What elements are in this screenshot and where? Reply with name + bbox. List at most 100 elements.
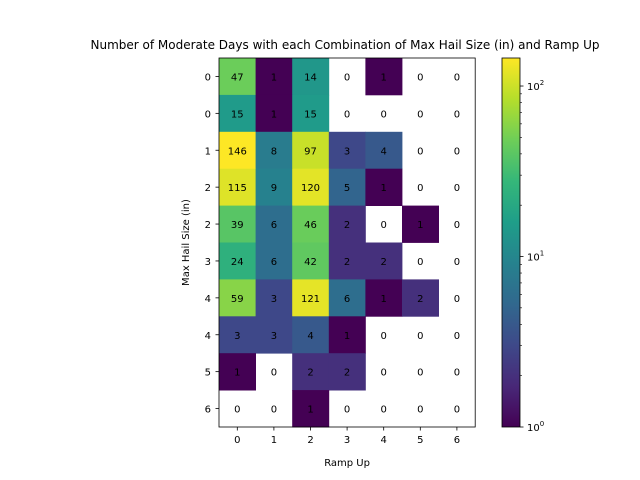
cell-value-label: 2 <box>344 368 350 379</box>
cell-value-label: 0 <box>271 405 277 416</box>
cell-value-label: 0 <box>417 72 423 83</box>
cell-value-label: 0 <box>454 405 460 416</box>
colorbar-gradient <box>501 57 521 428</box>
y-axis-label: Max Hail Size (in) <box>181 199 192 286</box>
x-axis-ticks: 0 1 2 3 4 5 6 <box>234 427 460 446</box>
heatmap-cell <box>255 131 293 170</box>
y-tick-label: 3 <box>205 257 211 268</box>
heatmap-cell <box>292 242 330 280</box>
cell-value-label: 0 <box>454 331 460 342</box>
cell-value-label: 0 <box>454 294 460 305</box>
cell-value-label: 1 <box>381 294 387 305</box>
heatmap-cell <box>255 242 293 280</box>
y-tick-label: 4 <box>205 331 211 342</box>
cell-value-label: 0 <box>417 183 423 194</box>
heatmap-cell <box>219 205 256 243</box>
colorbar: 100 101 102 <box>501 57 544 434</box>
heatmap-cell <box>292 353 330 391</box>
cell-value-label: 1 <box>344 331 350 342</box>
x-tick-label: 5 <box>417 435 423 446</box>
heatmap-cell <box>402 279 439 317</box>
heatmap-cell <box>219 131 256 170</box>
heatmap-cell <box>292 131 330 170</box>
heatmap-cells <box>219 58 439 428</box>
cell-value-label: 24 <box>231 257 244 268</box>
y-tick-label: 2 <box>205 183 211 194</box>
cell-value-label: 115 <box>228 183 247 194</box>
cell-value-label: 0 <box>344 109 350 120</box>
cell-value-label: 8 <box>271 146 277 157</box>
heatmap-cell <box>255 279 293 317</box>
heatmap-cell <box>219 58 256 96</box>
y-tick-label: 0 <box>205 109 211 120</box>
colorbar-tick-label: 102 <box>527 79 544 93</box>
cell-value-label: 2 <box>307 368 313 379</box>
cell-value-label: 42 <box>304 257 317 268</box>
cell-value-label: 1 <box>271 109 277 120</box>
cell-value-label: 0 <box>344 72 350 83</box>
cell-value-label: 3 <box>234 331 240 342</box>
cell-value-label: 4 <box>307 331 313 342</box>
cell-value-label: 0 <box>381 109 387 120</box>
cell-value-label: 2 <box>344 220 350 231</box>
heatmap-cell <box>219 316 256 354</box>
heatmap-cell <box>292 279 330 317</box>
heatmap-cell <box>255 58 293 96</box>
y-tick-label: 4 <box>205 294 211 305</box>
cell-value-label: 0 <box>417 368 423 379</box>
heatmap-cell <box>328 168 366 206</box>
cell-value-label: 14 <box>304 72 317 83</box>
colorbar-tick-label: 101 <box>527 250 544 264</box>
cell-value-label: 0 <box>454 109 460 120</box>
x-tick-label: 3 <box>344 435 350 446</box>
y-tick-label: 1 <box>205 146 211 157</box>
x-tick-label: 0 <box>234 435 240 446</box>
cell-value-label: 0 <box>344 405 350 416</box>
heatmap-cell <box>219 168 256 206</box>
cell-value-label: 0 <box>454 220 460 231</box>
cell-value-label: 4 <box>381 146 387 157</box>
colorbar-tick-label: 100 <box>527 420 544 434</box>
heatmap-cell <box>365 168 403 206</box>
cell-value-label: 97 <box>304 146 317 157</box>
y-tick-label: 2 <box>205 220 211 231</box>
heatmap-cell <box>219 242 256 280</box>
x-tick-label: 2 <box>307 435 313 446</box>
cell-value-label: 0 <box>381 331 387 342</box>
cell-value-label: 0 <box>454 72 460 83</box>
cell-value-label: 59 <box>231 294 244 305</box>
heatmap-cell <box>328 353 366 391</box>
cell-value-label: 0 <box>417 109 423 120</box>
heatmap-cell <box>219 94 256 133</box>
cell-value-label: 121 <box>301 294 320 305</box>
heatmap-cell <box>328 205 366 243</box>
cell-value-label: 0 <box>271 368 277 379</box>
cell-value-label: 0 <box>454 257 460 268</box>
heatmap-cell <box>292 390 330 428</box>
cell-value-label: 1 <box>417 220 423 231</box>
heatmap-cell <box>292 94 330 133</box>
cell-value-label: 0 <box>381 220 387 231</box>
heatmap-cell <box>292 58 330 96</box>
cell-value-label: 1 <box>381 72 387 83</box>
cell-value-label: 39 <box>231 220 244 231</box>
cell-value-label: 0 <box>234 405 240 416</box>
x-tick-label: 4 <box>381 435 387 446</box>
heatmap-cell <box>292 168 330 206</box>
heatmap-cell <box>255 316 293 354</box>
heatmap-cell <box>328 279 366 317</box>
heatmap-cell <box>255 94 293 133</box>
cell-value-label: 0 <box>417 146 423 157</box>
y-tick-label: 6 <box>205 405 211 416</box>
heatmap-cell <box>328 316 366 354</box>
cell-value-label: 3 <box>271 331 277 342</box>
cell-value-label: 47 <box>231 72 244 83</box>
cell-value-label: 0 <box>417 405 423 416</box>
cell-value-label: 15 <box>304 109 317 120</box>
heatmap-cell <box>292 316 330 354</box>
cell-value-label: 0 <box>417 257 423 268</box>
heatmap-cell <box>255 205 293 243</box>
cell-value-label: 0 <box>454 368 460 379</box>
